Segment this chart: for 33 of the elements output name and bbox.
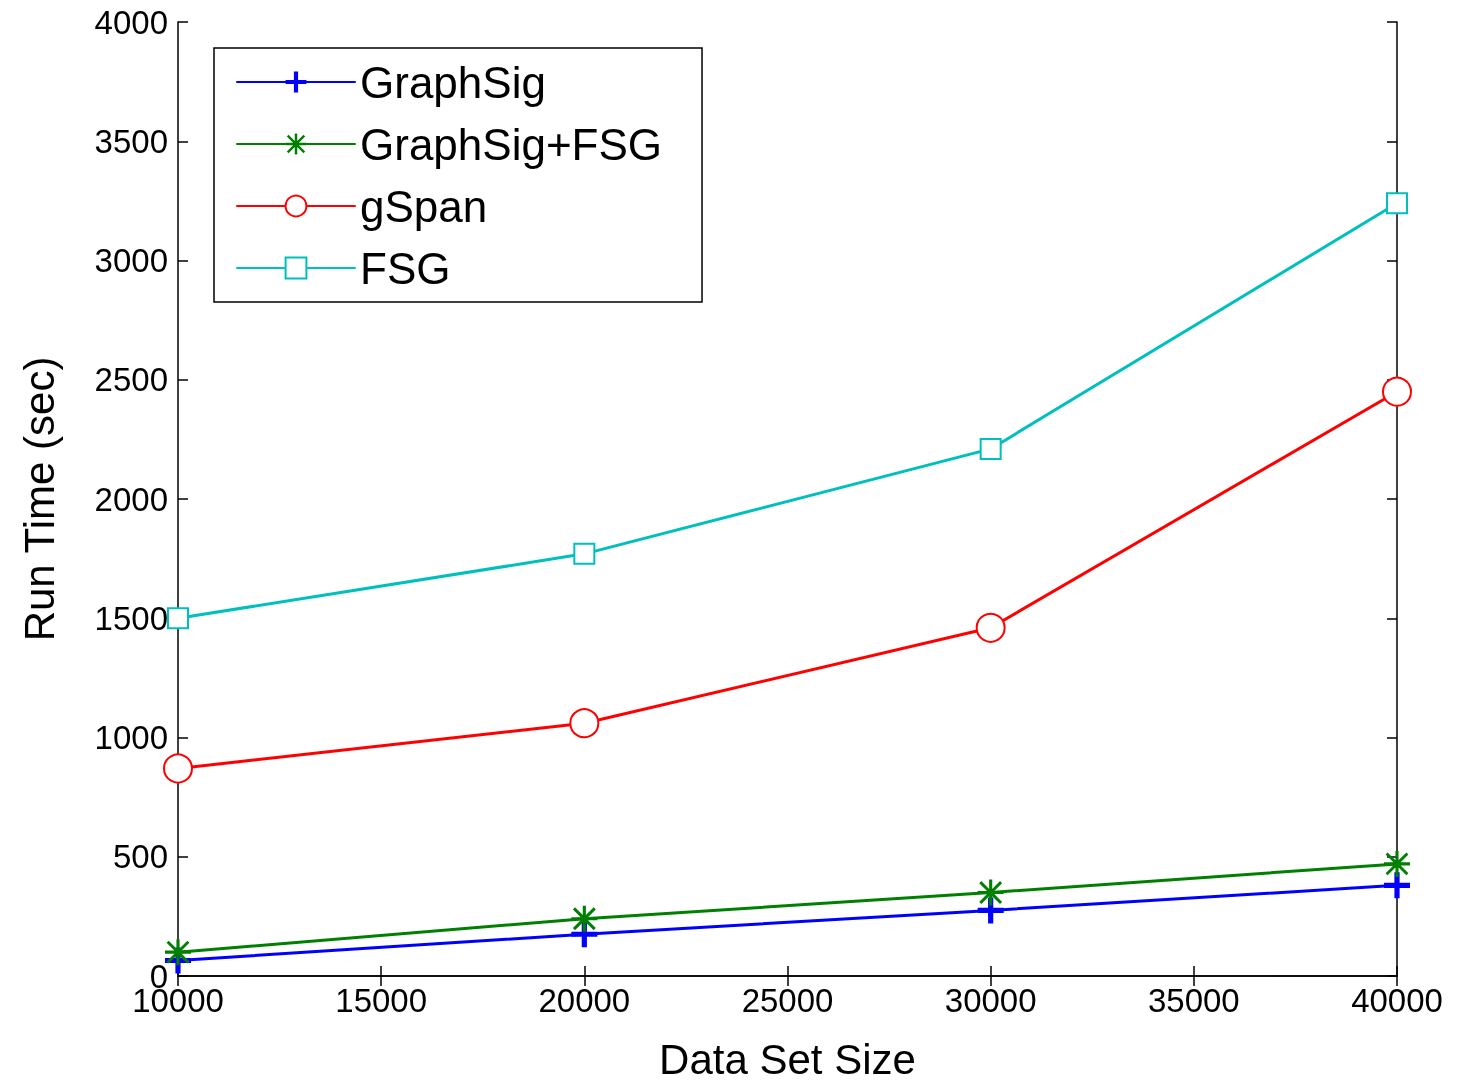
y-tick-label: 4000 [94,3,168,41]
y-tick-label: 3500 [94,122,168,160]
point [573,542,596,565]
point [571,905,598,932]
y-tick-label: 1500 [94,599,168,637]
point [975,612,1006,643]
point [569,708,600,739]
x-axis-title: Data Set Size [659,1035,916,1083]
point [1384,850,1410,877]
y-axis-title: Run Time (sec) [15,356,63,642]
x-tick-label: 40000 [1351,982,1443,1019]
x-tick-label: 15000 [335,982,428,1019]
point [1384,872,1410,899]
y-tick-label: 2500 [94,361,168,399]
x-tick-label: 25000 [741,982,834,1019]
legend-label: GraphSig [360,57,546,107]
point [1382,376,1412,407]
point [977,879,1004,906]
y-tick-label: 3000 [94,242,168,279]
point [167,607,189,630]
x-tick-label: 20000 [538,982,631,1019]
y-tick-label: 500 [112,838,168,876]
point [163,753,193,784]
point [979,437,1002,460]
point [165,939,191,966]
legend-label: FSG [360,243,451,293]
y-tick-label: 1000 [94,719,168,756]
legend-label: gSpan [360,181,488,231]
x-tick-label: 30000 [944,982,1037,1019]
legend-label: GraphSig+FSG [360,119,663,169]
x-tick-label: 35000 [1147,982,1240,1019]
y-tick-label: 2000 [94,480,168,518]
point [1386,192,1408,215]
